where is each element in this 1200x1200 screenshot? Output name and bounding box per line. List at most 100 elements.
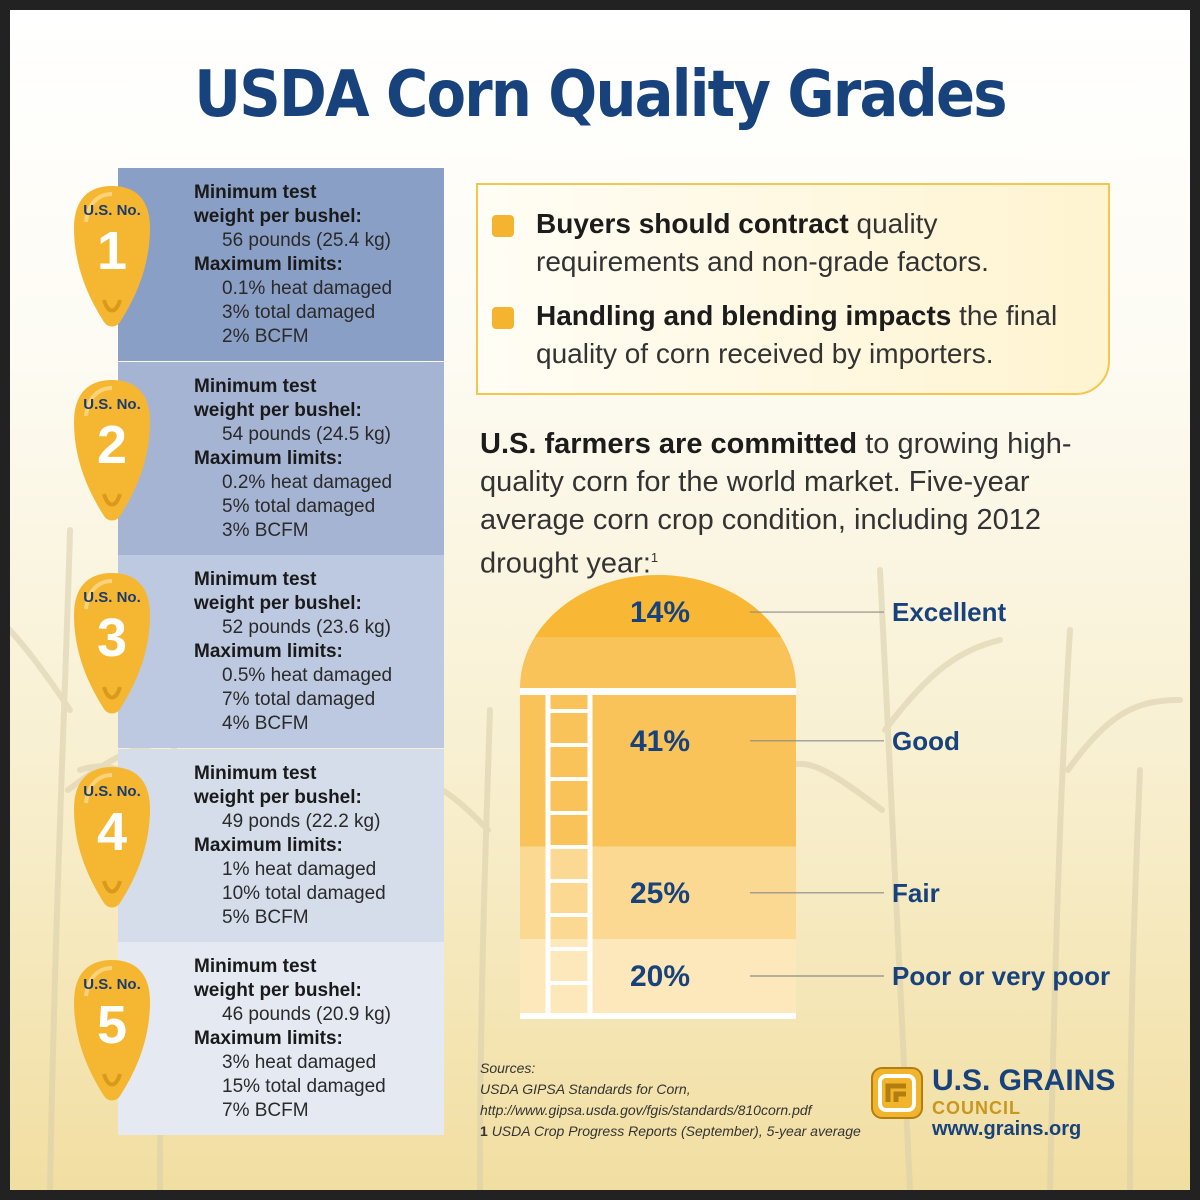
bullet-square-icon [492,307,514,329]
corn-kernel-icon: U.S. No. 3 [70,569,154,717]
bullet-2-bold: Handling and blending impacts [536,300,952,331]
corn-kernel-icon: U.S. No. 1 [70,182,154,330]
data-label-2: 41% [630,725,690,758]
grade-heading1: Minimum test [194,956,317,978]
grade-bcfm: 3% BCFM [222,519,309,541]
grade-number: 1 [96,221,128,281]
sources-line-3: 1 USDA Crop Progress Reports (September)… [480,1121,861,1142]
grade-bcfm: 7% BCFM [222,1100,309,1122]
sources-block: Sources: USDA GIPSA Standards for Corn, … [480,1058,861,1142]
grade-heading1: Minimum test [194,569,317,591]
grade-heading1: Minimum test [194,375,317,397]
grade-bcfm: 5% BCFM [222,906,309,928]
grade-heat: 1% heat damaged [222,858,377,880]
bullet-1-text: quality requirements and non-grade facto… [536,208,989,277]
corn-kernel-icon: U.S. No. 5 [70,956,154,1104]
infographic-frame: USDA Corn Quality Grades Minimum test wei… [10,10,1190,1190]
committed-paragraph: U.S. farmers are committed to growing hi… [480,425,1100,583]
logo-website-link[interactable]: www.grains.org [932,1118,1082,1140]
grade-bcfm: 4% BCFM [222,713,309,735]
grade-heat: 0.5% heat damaged [222,665,393,687]
bar-good [520,695,796,847]
data-label-3: 25% [630,877,690,910]
grade-total: 10% total damaged [222,882,386,904]
grade-heading1: Minimum test [194,182,317,203]
grade-specs: Minimum test weight per bushel: 54 pounds … [194,375,392,543]
grade-heat: 0.1% heat damaged [222,278,393,299]
logo-line-2: COUNCIL [932,1098,1021,1118]
grade-heading2: weight per bushel: [194,786,362,808]
grade-heat: 3% heat damaged [222,1052,377,1074]
grade-heading2: weight per bushel: [194,206,362,227]
logo-line-1: U.S. GRAINS [932,1064,1116,1097]
page-title: USDA Corn Quality Grades [194,58,1007,132]
grade-weight: 49 ponds (22.2 kg) [222,810,381,832]
callout-bullet-2: Handling and blending impacts the final … [536,297,1096,373]
grade-row-3: Minimum test weight per bushel: 52 pounds … [118,555,444,749]
grade-bcfm: 2% BCFM [222,326,309,347]
silo-separator [520,688,796,695]
sources-footnote-mark: 1 [480,1123,488,1139]
corn-kernel-icon: U.S. No. 4 [70,763,154,911]
grade-limits-heading: Maximum limits: [194,447,343,469]
corn-kernel-icon: U.S. No. 2 [70,376,154,524]
grade-label: U.S. No. [83,395,141,413]
grade-weight: 54 pounds (24.5 kg) [222,423,392,445]
grade-weight: 52 pounds (23.6 kg) [222,617,392,639]
grade-total: 5% total damaged [222,495,376,517]
grade-limits-heading: Maximum limits: [194,641,343,663]
grade-number: 2 [96,414,128,475]
grade-label: U.S. No. [83,976,141,994]
sources-line-3-text: USDA Crop Progress Reports (September), … [491,1123,861,1139]
sources-heading: Sources: [480,1060,536,1076]
grade-number: 4 [96,801,128,862]
bullet-2-text: the final quality of corn received by im… [536,300,1058,369]
sources-line-1: USDA GIPSA Standards for Corn, [480,1081,691,1097]
grains-council-logo: U.S. GRAINS COUNCIL www.grains.org [868,1062,1168,1152]
grade-label: U.S. No. [83,589,141,607]
grade-heat: 0.2% heat damaged [222,471,393,493]
grade-number: 3 [96,608,128,669]
grade-limits-heading: Maximum limits: [194,834,343,856]
grade-label: U.S. No. [83,202,141,219]
grade-total: 15% total damaged [222,1076,386,1098]
grade-row-2: Minimum test weight per bushel: 54 pounds … [118,361,444,555]
grade-row-1: Minimum test weight per bushel: 56 pounds … [118,168,444,361]
grade-specs: Minimum test weight per bushel: 49 ponds (… [194,762,386,930]
silo-base [520,1013,796,1019]
grade-row-4: Minimum test weight per bushel: 49 ponds (… [118,748,444,942]
grade-weight: 56 pounds (25.4 kg) [222,230,392,251]
grade-label: U.S. No. [83,782,141,800]
grade-total: 7% total damaged [222,689,376,711]
footnote-mark: 1 [650,550,659,565]
grade-specs: Minimum test weight per bushel: 52 pounds … [194,568,392,736]
sources-link[interactable]: http://www.gipsa.usda.gov/fgis/standards… [480,1102,812,1118]
grade-heading2: weight per bushel: [194,980,362,1002]
grade-heading1: Minimum test [194,762,317,784]
grade-weight: 46 pounds (20.9 kg) [222,1004,392,1026]
bullet-1-bold: Buyers should contract [536,208,849,239]
grades-panel: Minimum test weight per bushel: 56 pounds … [118,168,444,1136]
committed-bold: U.S. farmers are committed [480,428,858,460]
callout-bullet-1: Buyers should contract quality requireme… [536,205,1096,281]
category-label-2: Good [892,726,960,756]
category-label-3: Fair [892,878,940,908]
data-label-1: 14% [630,596,690,629]
category-label-4: Poor or very poor [892,961,1110,991]
grade-specs: Minimum test weight per bushel: 46 pounds … [194,955,391,1123]
category-label-1: Excellent [892,597,1007,627]
data-label-4: 20% [630,960,690,993]
grade-limits-heading: Maximum limits: [194,1028,343,1050]
grade-heading2: weight per bushel: [194,399,362,421]
grade-number: 5 [96,995,128,1056]
committed-text: to growing high-quality corn for the wor… [480,428,1072,580]
grade-row-5: Minimum test weight per bushel: 46 pounds … [118,942,444,1136]
grade-specs: Minimum test weight per bushel: 56 pounds … [194,181,392,349]
grade-total: 3% total damaged [222,302,376,323]
grains-council-logo-icon [871,1067,923,1119]
bullet-square-icon [492,215,514,237]
silo-chart: 14% Excellent 41% Good 25% Fair 20% Poor or ver… [520,575,1110,1019]
grade-limits-heading: Maximum limits: [194,254,343,275]
callout-box: Buyers should contract quality requireme… [476,183,1110,395]
grade-heading2: weight per bushel: [194,593,362,615]
